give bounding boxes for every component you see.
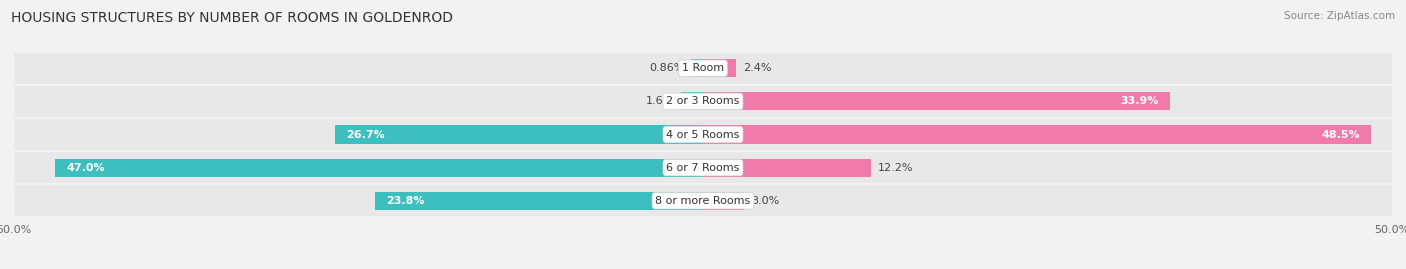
Text: 2 or 3 Rooms: 2 or 3 Rooms — [666, 96, 740, 107]
Text: 33.9%: 33.9% — [1121, 96, 1159, 107]
Bar — [14, 119, 1392, 150]
Bar — [14, 152, 1392, 183]
Text: 8 or more Rooms: 8 or more Rooms — [655, 196, 751, 206]
Bar — [335, 125, 703, 144]
Bar — [703, 192, 744, 210]
Text: Source: ZipAtlas.com: Source: ZipAtlas.com — [1284, 11, 1395, 21]
Text: 48.5%: 48.5% — [1322, 129, 1360, 140]
Text: 2.4%: 2.4% — [742, 63, 772, 73]
Text: 47.0%: 47.0% — [66, 162, 105, 173]
Text: 6 or 7 Rooms: 6 or 7 Rooms — [666, 162, 740, 173]
Bar — [14, 53, 1392, 84]
Bar — [703, 125, 1371, 144]
Text: 0.86%: 0.86% — [650, 63, 685, 73]
Text: 26.7%: 26.7% — [346, 129, 385, 140]
Text: 1.6%: 1.6% — [645, 96, 673, 107]
Bar — [14, 185, 1392, 216]
Bar — [375, 192, 703, 210]
Bar — [703, 92, 1170, 111]
Bar — [55, 158, 703, 177]
Text: 3.0%: 3.0% — [751, 196, 779, 206]
Bar — [681, 92, 703, 111]
Text: 23.8%: 23.8% — [387, 196, 425, 206]
Text: 4 or 5 Rooms: 4 or 5 Rooms — [666, 129, 740, 140]
Bar — [14, 86, 1392, 117]
Bar — [703, 158, 872, 177]
Bar — [703, 59, 737, 77]
Bar — [692, 59, 703, 77]
Text: HOUSING STRUCTURES BY NUMBER OF ROOMS IN GOLDENROD: HOUSING STRUCTURES BY NUMBER OF ROOMS IN… — [11, 11, 453, 25]
Text: 1 Room: 1 Room — [682, 63, 724, 73]
Text: 12.2%: 12.2% — [877, 162, 914, 173]
